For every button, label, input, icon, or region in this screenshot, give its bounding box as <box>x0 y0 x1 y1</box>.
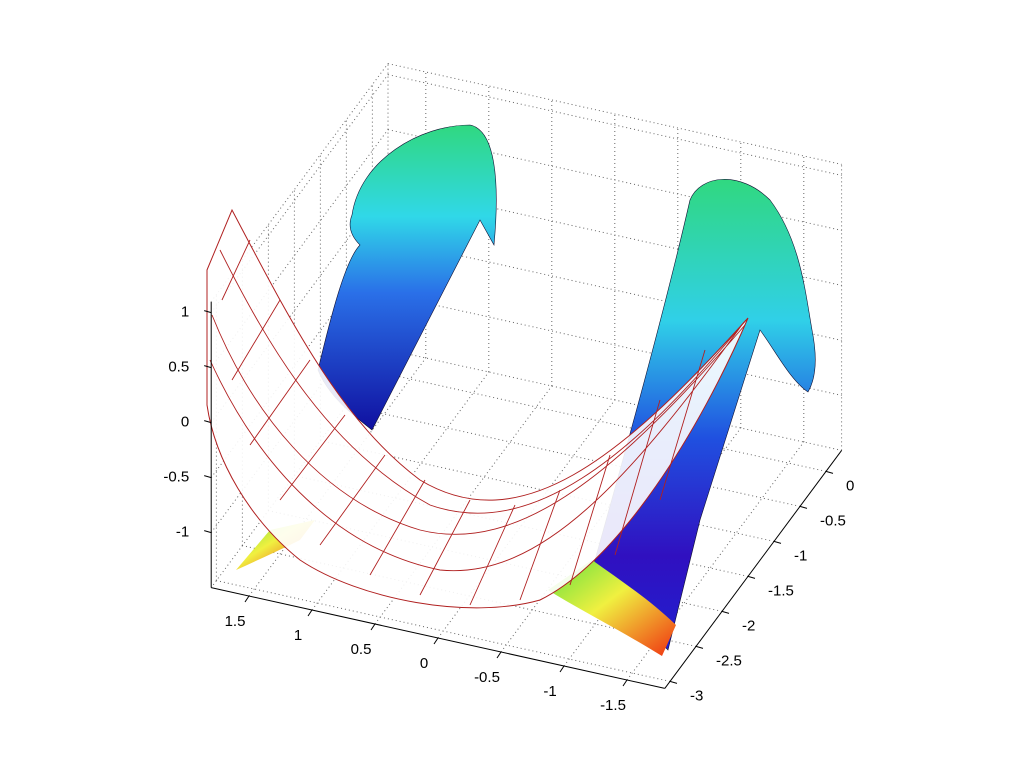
grid-line <box>387 184 842 286</box>
surface-left <box>317 124 497 431</box>
grid-line <box>210 74 389 313</box>
z-tick <box>204 365 212 369</box>
x-tick <box>559 665 565 673</box>
y-tick <box>773 540 782 544</box>
x-tick <box>433 637 439 645</box>
box-edge <box>210 63 389 302</box>
grid-line <box>387 239 842 341</box>
y-axis <box>664 450 843 689</box>
x-tick-label: 0.5 <box>351 641 372 658</box>
y-tick <box>669 680 678 684</box>
x-tick <box>622 679 628 687</box>
surface-shapes <box>206 124 816 656</box>
y-tick <box>825 470 834 474</box>
grid-line <box>346 405 801 507</box>
x-tick-label: 0 <box>420 655 428 672</box>
grid-line <box>387 129 842 231</box>
y-tick <box>695 645 704 649</box>
grid-line <box>387 294 842 396</box>
z-tick-label: 1 <box>181 304 189 321</box>
x-tick-label: -0.5 <box>474 669 500 686</box>
y-tick-label: 0 <box>846 477 854 494</box>
surface-hot-right <box>548 560 676 656</box>
y-tick <box>721 610 730 614</box>
y-tick <box>747 575 756 579</box>
grid-line <box>626 441 805 681</box>
y-tick-label: -1.5 <box>768 582 794 599</box>
y-tick-label: -2.5 <box>716 652 742 669</box>
y-tick-label: -3 <box>690 687 703 704</box>
y-tick-label: -1 <box>794 547 807 564</box>
axis-layer: 1.5 1 0.5 0 -0.5 -1 -1.5 0 -0.5 -1 -1.5 -2 -2.5 -3 1 0.… <box>163 301 854 714</box>
sheet-mesh <box>209 239 747 606</box>
grid-line <box>372 370 827 472</box>
z-tick <box>204 475 212 479</box>
x-tick <box>496 651 502 659</box>
z-tick-label: 0.5 <box>168 359 189 376</box>
x-tick-label: 1.5 <box>225 613 246 630</box>
z-tick <box>204 530 212 534</box>
z-tick-label: -1 <box>176 524 189 541</box>
grid-line <box>210 184 389 423</box>
box-edge <box>387 63 842 165</box>
grid-line <box>216 580 671 682</box>
grid-line <box>210 129 389 368</box>
z-tick-label: 0 <box>181 414 189 431</box>
y-tick <box>799 505 808 509</box>
z-tick <box>204 310 212 314</box>
surface-right <box>587 179 816 651</box>
x-tick-label: -1.5 <box>600 697 626 714</box>
y-tick-label: -0.5 <box>820 512 846 529</box>
x-tick-label: 1 <box>294 627 302 644</box>
z-tick <box>204 420 212 424</box>
y-tick-label: -2 <box>742 617 755 634</box>
z-tick-label: -0.5 <box>163 469 189 486</box>
grid-line <box>387 74 842 176</box>
x-tick <box>370 623 376 631</box>
x-tick <box>244 595 250 603</box>
x-tick-label: -1 <box>543 683 556 700</box>
sheet <box>206 208 749 609</box>
x-tick <box>307 609 313 617</box>
